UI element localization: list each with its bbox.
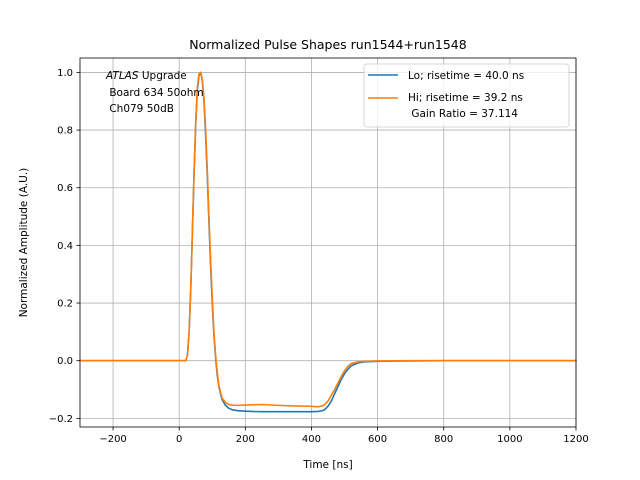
x-tick-label: 200 xyxy=(236,434,255,445)
y-tick-label: 0.0 xyxy=(57,356,73,367)
x-tick-label: −200 xyxy=(99,434,126,445)
annotation-upgrade: Upgrade xyxy=(139,70,187,82)
x-axis-label: Time [ns] xyxy=(302,459,352,471)
legend-label-hi: Hi; risetime = 39.2 ns xyxy=(408,92,523,104)
annotation-line-1: ATLAS Upgrade xyxy=(105,70,187,82)
x-tick-label: 0 xyxy=(176,434,182,445)
ticks: −200 0 200 400 600 800 1000 1200 −0.2 0.0 0.2 0.4 0.… xyxy=(49,68,589,445)
x-tick-label: 400 xyxy=(302,434,321,445)
annotation-atlas: ATLAS xyxy=(105,70,139,82)
y-axis-label: Normalized Amplitude (A.U.) xyxy=(18,168,30,318)
legend-box xyxy=(363,63,570,128)
annotation-line-2: Board 634 50ohm xyxy=(106,87,204,99)
series-lines xyxy=(79,71,577,413)
x-tick-label: 600 xyxy=(368,434,387,445)
x-tick-label: 1000 xyxy=(497,434,522,445)
annotation: ATLAS Upgrade Board 634 50ohm Ch079 50dB xyxy=(105,70,204,115)
x-tick-label: 1200 xyxy=(563,434,588,445)
chart-title: Normalized Pulse Shapes run1544+run1548 xyxy=(189,37,466,52)
legend-label-lo: Lo; risetime = 40.0 ns xyxy=(408,70,524,82)
x-tick-label: 800 xyxy=(434,434,453,445)
plot-frame xyxy=(79,57,577,428)
y-tick-label: 0.2 xyxy=(57,299,73,310)
legend: Lo; risetime = 40.0 ns Hi; risetime = 39… xyxy=(363,63,570,128)
y-tick-label: 0.6 xyxy=(57,183,73,194)
y-tick-label: 0.8 xyxy=(57,126,73,137)
annotation-line-3: Ch079 50dB xyxy=(106,103,174,115)
series-line-hi xyxy=(79,71,577,408)
y-tick-label: −0.2 xyxy=(49,414,73,425)
legend-label-hi-gain: Gain Ratio = 37.114 xyxy=(408,108,518,120)
y-tick-label: 0.4 xyxy=(57,241,73,252)
y-tick-label: 1.0 xyxy=(57,68,73,79)
